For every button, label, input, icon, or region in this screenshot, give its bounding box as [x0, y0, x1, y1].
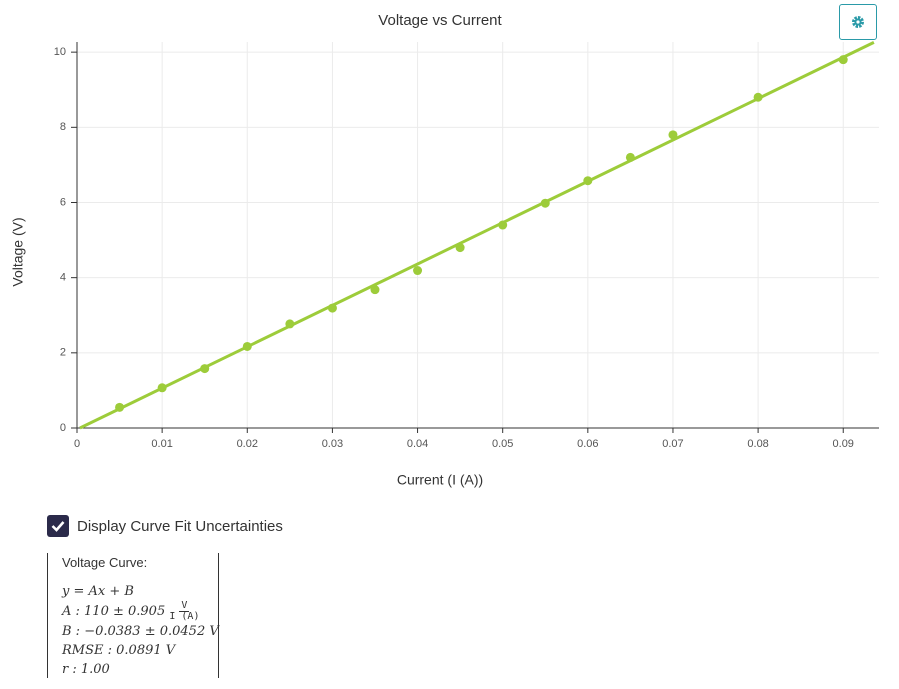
fit-b: B : −0.0383 ± 0.0452 V — [62, 624, 219, 639]
data-point — [413, 266, 423, 276]
check-icon — [51, 521, 65, 532]
x-tick-label: 0.02 — [237, 438, 258, 450]
y-tick-label: 6 — [60, 196, 66, 208]
y-tick-label: 2 — [60, 347, 66, 359]
x-tick-label: 0.03 — [322, 438, 343, 450]
checkbox-label: Display Curve Fit Uncertainties — [77, 517, 283, 535]
unit-den: I (A) — [169, 611, 200, 622]
x-axis-label: Current (I (A)) — [397, 472, 483, 488]
chart: Voltage vs Current Current (I (A)) Volta… — [10, 12, 879, 488]
fit-r: r : 1.00 — [62, 662, 110, 677]
y-tick-label: 10 — [54, 46, 66, 58]
fit-heading: Voltage Curve: — [62, 555, 148, 570]
x-tick-label: 0.05 — [492, 438, 513, 450]
x-tick-label: 0.01 — [151, 438, 172, 450]
gear-icon — [852, 16, 864, 28]
fit-rmse: RMSE : 0.0891 V — [62, 643, 176, 658]
settings-button[interactable] — [839, 4, 877, 40]
unit-num: V — [179, 600, 190, 612]
x-tick-label: 0.09 — [833, 438, 854, 450]
fit-line — [79, 41, 875, 430]
y-tick-label: 0 — [60, 422, 66, 434]
data-point — [668, 130, 678, 140]
x-tick-label: 0 — [74, 438, 80, 450]
fit-panel: Voltage Curve: y = Ax + B A : 110 ± 0.90… — [47, 553, 219, 678]
fit-checkbox[interactable]: Display Curve Fit Uncertainties — [47, 515, 283, 537]
x-tick-label: 0.04 — [407, 438, 428, 450]
x-tick-label: 0.06 — [577, 438, 598, 450]
x-tick-label: 0.07 — [662, 438, 683, 450]
y-tick-label: 4 — [60, 272, 66, 284]
y-tick-label: 8 — [60, 121, 66, 133]
chart-title: Voltage vs Current — [378, 12, 502, 29]
y-axis-label: Voltage (V) — [10, 217, 26, 286]
x-tick-label: 0.08 — [747, 438, 768, 450]
fit-a-text: A : 110 ± 0.905 — [62, 604, 166, 619]
fit-equation: y = Ax + B — [62, 584, 134, 599]
checkbox-box[interactable] — [47, 515, 69, 537]
